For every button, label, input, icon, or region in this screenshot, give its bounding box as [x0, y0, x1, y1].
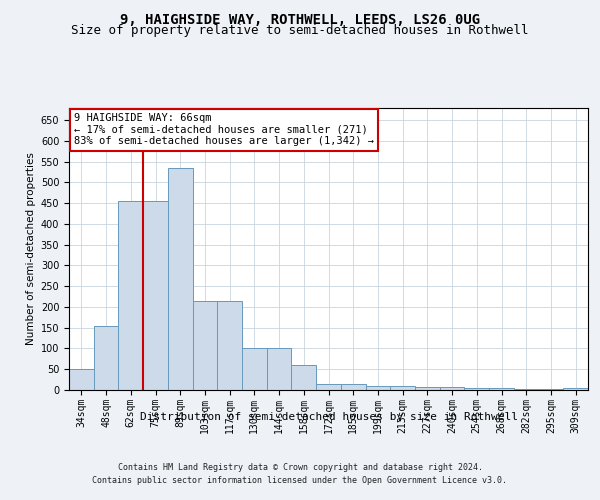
- Bar: [143, 201, 168, 390]
- Bar: [267, 348, 292, 390]
- Bar: [69, 369, 94, 390]
- Bar: [341, 384, 365, 390]
- Text: Contains public sector information licensed under the Open Government Licence v3: Contains public sector information licen…: [92, 476, 508, 485]
- Bar: [242, 348, 267, 390]
- Bar: [390, 386, 415, 390]
- Text: Contains HM Land Registry data © Crown copyright and database right 2024.: Contains HM Land Registry data © Crown c…: [118, 462, 482, 471]
- Bar: [168, 168, 193, 390]
- Y-axis label: Number of semi-detached properties: Number of semi-detached properties: [26, 152, 37, 345]
- Bar: [415, 386, 440, 390]
- Bar: [440, 386, 464, 390]
- Bar: [464, 388, 489, 390]
- Bar: [94, 326, 118, 390]
- Bar: [118, 201, 143, 390]
- Bar: [563, 388, 588, 390]
- Bar: [489, 388, 514, 390]
- Bar: [193, 300, 217, 390]
- Bar: [217, 300, 242, 390]
- Text: Distribution of semi-detached houses by size in Rothwell: Distribution of semi-detached houses by …: [140, 412, 518, 422]
- Bar: [292, 365, 316, 390]
- Bar: [316, 384, 341, 390]
- Text: Size of property relative to semi-detached houses in Rothwell: Size of property relative to semi-detach…: [71, 24, 529, 37]
- Bar: [365, 386, 390, 390]
- Text: 9 HAIGHSIDE WAY: 66sqm
← 17% of semi-detached houses are smaller (271)
83% of se: 9 HAIGHSIDE WAY: 66sqm ← 17% of semi-det…: [74, 113, 374, 146]
- Text: 9, HAIGHSIDE WAY, ROTHWELL, LEEDS, LS26 0UG: 9, HAIGHSIDE WAY, ROTHWELL, LEEDS, LS26 …: [120, 12, 480, 26]
- Bar: [514, 389, 539, 390]
- Bar: [539, 389, 563, 390]
